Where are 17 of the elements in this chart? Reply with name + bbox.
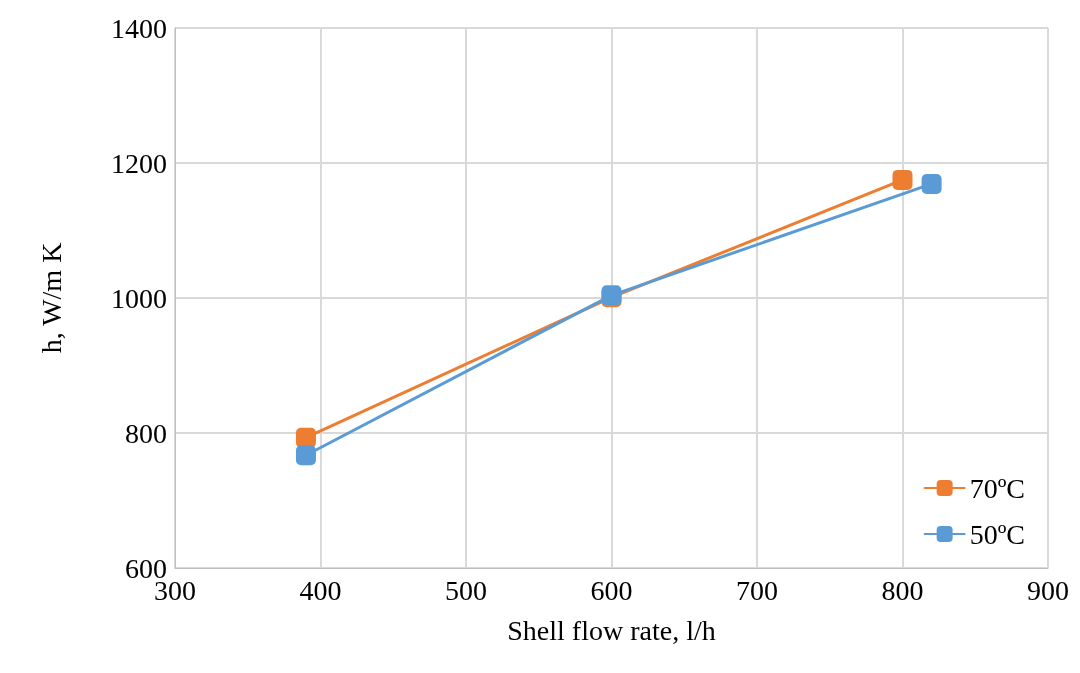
x-tick-label: 600: [590, 574, 633, 606]
y-axis-title: h, W/m K: [35, 242, 67, 354]
x-tick-label: 900: [1027, 574, 1069, 606]
point: [892, 169, 913, 190]
legend-label: 50ºC: [969, 518, 1025, 550]
x-tick-label: 400: [299, 574, 342, 606]
x-tick-label: 500: [445, 574, 487, 606]
x-axis-title: Shell flow rate, l/h: [507, 614, 716, 646]
legend-label: 70ºC: [969, 472, 1025, 504]
y-tick-label: 1000: [111, 282, 167, 314]
y-tick-label: 1400: [111, 12, 167, 44]
y-tick-label: 800: [125, 417, 167, 449]
y-tick-label: 1200: [111, 147, 167, 179]
x-tick-label: 700: [736, 574, 778, 606]
point: [295, 445, 316, 466]
point: [921, 173, 942, 194]
x-tick-label: 800: [881, 574, 924, 606]
